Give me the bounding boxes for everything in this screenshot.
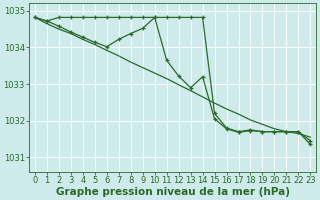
X-axis label: Graphe pression niveau de la mer (hPa): Graphe pression niveau de la mer (hPa) — [56, 187, 290, 197]
